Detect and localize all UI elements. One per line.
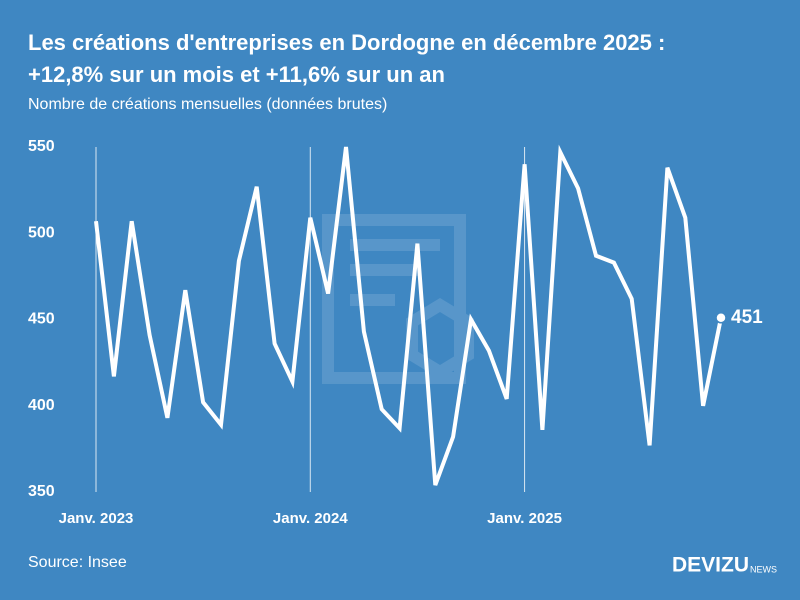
- x-tick-label: Janv. 2025: [487, 510, 562, 527]
- watermark-logo: [322, 214, 474, 384]
- x-tick-label: Janv. 2024: [273, 510, 348, 527]
- line: [94, 144, 723, 486]
- brand-suffix: NEWS: [750, 564, 777, 574]
- chart-subtitle: Nombre de créations mensuelles (données …: [28, 96, 387, 113]
- chart-title: Les créations d'entreprises en Dordogne …: [28, 30, 665, 55]
- chart-title: +12,8% sur un mois et +11,6% sur un an: [28, 62, 445, 87]
- y-tick-label: 500: [28, 224, 55, 241]
- source: Source: Insee: [28, 554, 127, 571]
- end-point: [715, 312, 727, 324]
- brand: DEVIZU: [672, 554, 749, 577]
- y-tick-label: 350: [28, 483, 55, 500]
- y-tick-label: 550: [28, 138, 55, 155]
- value-label: 451: [731, 307, 763, 328]
- y-tick-label: 400: [28, 397, 55, 414]
- y-tick-label: 450: [28, 311, 55, 328]
- x-tick-label: Janv. 2023: [59, 510, 134, 527]
